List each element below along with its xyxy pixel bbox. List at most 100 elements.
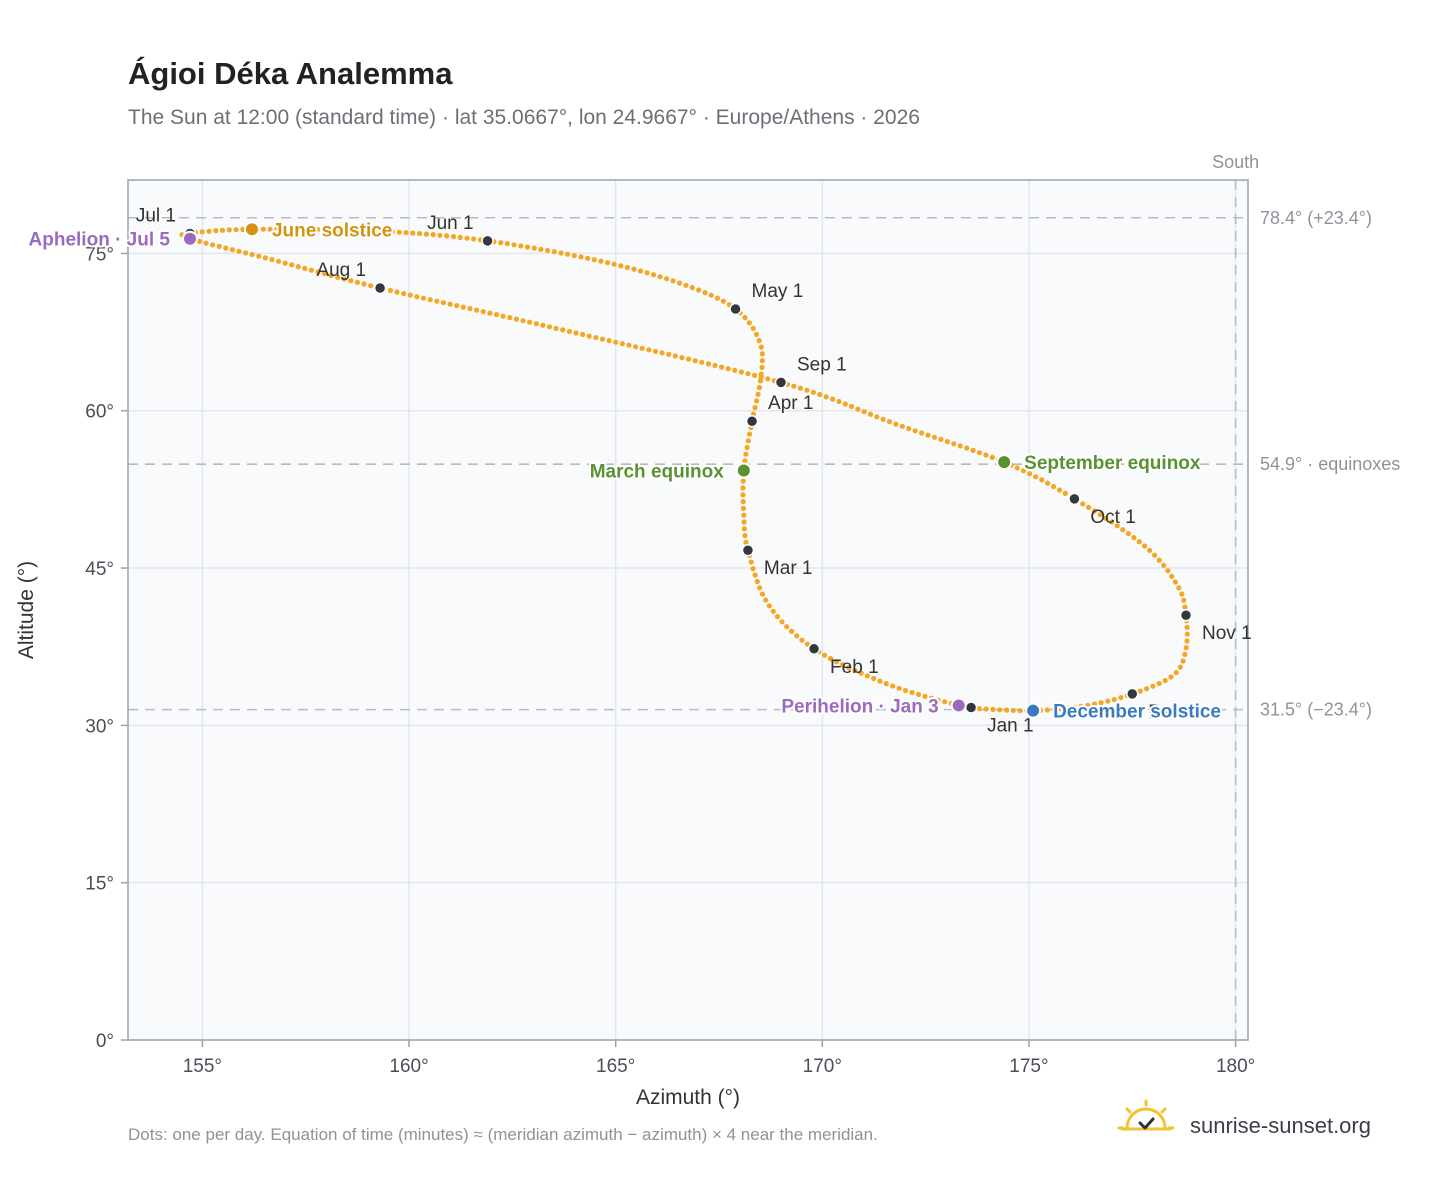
daily-dot: [226, 227, 232, 233]
month-marker-label: Nov 1: [1202, 623, 1252, 644]
daily-dot: [1177, 664, 1183, 670]
daily-dot: [342, 227, 348, 233]
chart-title: Ágioi Déka Analemma: [128, 56, 453, 91]
daily-dot: [1182, 651, 1188, 658]
daily-dot: [714, 295, 721, 301]
daily-dot: [524, 244, 531, 250]
daily-dot: [976, 706, 983, 712]
daily-dot: [756, 338, 762, 344]
daily-dot: [750, 566, 756, 572]
daily-dot: [672, 353, 678, 359]
month-marker-label: Jul 1: [136, 205, 176, 226]
daily-dot: [308, 226, 314, 232]
event-marker-label: Perihelion · Jan 3: [781, 696, 938, 717]
daily-dot: [902, 687, 909, 694]
event-markers: June solstice March equinox September equi…: [27, 218, 1223, 724]
daily-dot: [454, 303, 460, 309]
daily-dot: [1111, 696, 1117, 703]
brand-name: sunrise-sunset.org: [1190, 1113, 1371, 1138]
month-marker: [807, 642, 821, 656]
daily-dot: [487, 310, 493, 316]
daily-dot: [794, 633, 800, 639]
daily-dot: [646, 347, 652, 353]
daily-dot: [743, 539, 749, 545]
month-marker-label: Jun 1: [427, 213, 473, 234]
daily-dot: [976, 450, 983, 456]
daily-dot: [450, 234, 457, 240]
daily-dot: [1184, 624, 1190, 631]
daily-dot: [699, 359, 705, 365]
daily-dot: [1010, 707, 1016, 714]
daily-dot: [833, 659, 840, 665]
daily-dot: [585, 255, 591, 261]
daily-dot: [573, 330, 579, 336]
daily-dot: [315, 269, 321, 275]
daily-dot: [1103, 515, 1109, 521]
daily-dot: [931, 434, 938, 440]
daily-dot: [545, 247, 551, 254]
daily-dot: [233, 227, 239, 233]
daily-dot: [1020, 468, 1027, 474]
daily-dot: [619, 341, 626, 347]
y-tick-label: 45°: [85, 559, 114, 580]
daily-dot: [827, 655, 834, 662]
daily-dot: [498, 240, 504, 246]
daily-dot: [1071, 704, 1077, 710]
daily-dot: [354, 279, 360, 285]
daily-dot: [511, 242, 517, 248]
y-tick-label: 60°: [85, 402, 114, 423]
daily-dot: [983, 706, 989, 712]
daily-dot: [708, 292, 714, 298]
chart-subtitle: The Sun at 12:00 (standard time) · lat 3…: [128, 106, 920, 129]
daily-dot: [199, 229, 205, 235]
daily-dot: [702, 290, 708, 296]
daily-dot: [997, 707, 1003, 713]
daily-dot: [302, 265, 308, 271]
month-marker: [774, 376, 788, 389]
daily-dot: [759, 358, 766, 364]
daily-dot: [938, 436, 944, 442]
daily-dot: [738, 369, 745, 375]
event-marker-label: March equinox: [590, 462, 725, 483]
daily-dot: [765, 376, 771, 382]
daily-dot: [407, 292, 413, 298]
daily-dot: [919, 430, 925, 436]
meridian-label: South: [1212, 152, 1259, 172]
daily-dot: [1180, 658, 1186, 664]
reference-line-label: 31.5° (−23.4°): [1260, 700, 1372, 720]
daily-dot: [1091, 701, 1098, 707]
daily-dot: [836, 398, 842, 405]
daily-dot: [830, 396, 836, 402]
daily-dot: [369, 228, 375, 234]
daily-dot: [420, 295, 427, 301]
daily-dot: [712, 362, 718, 369]
daily-path: [179, 226, 1190, 714]
daily-dot: [750, 325, 756, 331]
daily-dot: [896, 685, 902, 691]
daily-dot: [396, 229, 402, 235]
daily-dot: [403, 230, 409, 236]
daily-dot: [1182, 604, 1188, 610]
daily-dot: [1176, 585, 1182, 591]
daily-dot: [243, 250, 249, 256]
daily-dot: [289, 262, 295, 268]
daily-dot: [256, 253, 262, 259]
daily-dot: [531, 245, 537, 251]
daily-dot: [624, 264, 631, 271]
daily-dot: [580, 331, 586, 338]
daily-dot: [362, 228, 368, 234]
daily-dot: [1183, 645, 1189, 651]
daily-dot: [970, 447, 976, 453]
daily-dot: [1136, 539, 1142, 545]
daily-dot: [389, 229, 396, 235]
daily-dot: [822, 652, 828, 658]
daily-dot: [747, 431, 753, 437]
daily-dot: [558, 250, 564, 256]
daily-dot: [784, 624, 790, 630]
daily-dot: [1161, 562, 1167, 568]
daily-dot: [757, 585, 763, 591]
daily-dot: [1118, 695, 1124, 701]
daily-dot: [633, 344, 639, 350]
daily-dot: [929, 695, 935, 701]
daily-dot: [447, 301, 453, 307]
